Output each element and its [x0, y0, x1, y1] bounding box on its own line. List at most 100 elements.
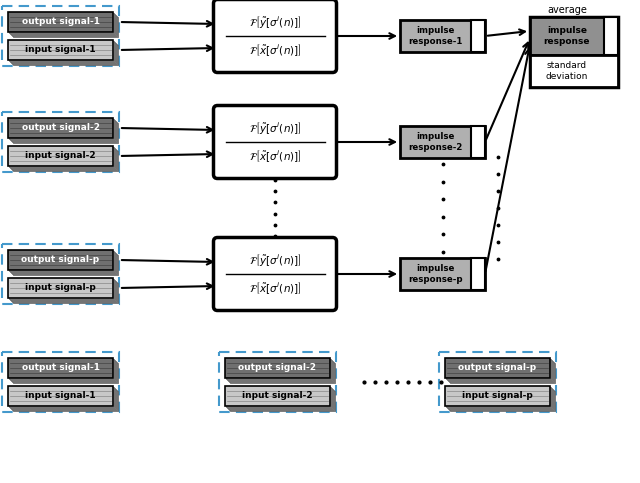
- Bar: [9, 251, 114, 271]
- Bar: [530, 55, 618, 87]
- Bar: [9, 13, 114, 33]
- Bar: [2, 352, 119, 412]
- Bar: [12, 390, 117, 410]
- Bar: [228, 361, 333, 381]
- Bar: [229, 362, 334, 382]
- Bar: [227, 388, 332, 408]
- Bar: [2, 112, 119, 172]
- Bar: [13, 151, 118, 171]
- Bar: [11, 121, 116, 141]
- Bar: [8, 12, 113, 32]
- Bar: [471, 20, 485, 52]
- Bar: [11, 389, 116, 409]
- Bar: [449, 390, 554, 410]
- Bar: [229, 390, 334, 410]
- Text: input signal-1: input signal-1: [25, 45, 96, 55]
- Bar: [10, 14, 115, 34]
- Bar: [11, 149, 116, 169]
- Bar: [230, 391, 335, 411]
- Text: $\mathcal{F}\left[\tilde{x}[\sigma^i(n)]\right]$: $\mathcal{F}\left[\tilde{x}[\sigma^i(n)]…: [249, 280, 301, 296]
- Bar: [12, 362, 117, 382]
- Bar: [8, 40, 113, 60]
- Bar: [225, 358, 330, 378]
- Bar: [471, 126, 485, 158]
- Text: input signal-p: input signal-p: [25, 284, 96, 293]
- Bar: [447, 388, 552, 408]
- Text: impulse
response-2: impulse response-2: [408, 132, 463, 152]
- Bar: [13, 45, 118, 65]
- Text: input signal-2: input signal-2: [242, 392, 313, 400]
- Bar: [9, 387, 114, 407]
- Bar: [448, 361, 553, 381]
- Bar: [530, 17, 618, 55]
- Bar: [439, 352, 556, 412]
- Bar: [400, 258, 485, 290]
- Bar: [13, 363, 118, 383]
- Bar: [230, 363, 335, 383]
- Bar: [8, 386, 113, 406]
- Bar: [449, 362, 554, 382]
- Bar: [9, 119, 114, 139]
- Text: input signal-2: input signal-2: [25, 152, 96, 160]
- Bar: [9, 41, 114, 61]
- Bar: [2, 244, 119, 304]
- Bar: [447, 360, 552, 380]
- Text: $\mathcal{F}\left[\tilde{x}[\sigma^i(n)]\right]$: $\mathcal{F}\left[\tilde{x}[\sigma^i(n)]…: [249, 148, 301, 164]
- Bar: [11, 15, 116, 35]
- Bar: [400, 20, 485, 52]
- Bar: [227, 360, 332, 380]
- Text: $\mathcal{F}\left[\tilde{y}[\sigma^i(n)]\right]$: $\mathcal{F}\left[\tilde{y}[\sigma^i(n)]…: [249, 120, 301, 136]
- Bar: [13, 123, 118, 143]
- Bar: [12, 16, 117, 36]
- Bar: [445, 358, 550, 378]
- Bar: [219, 352, 336, 412]
- Bar: [450, 391, 555, 411]
- Text: $\mathcal{F}\left[\tilde{y}[\sigma^i(n)]\right]$: $\mathcal{F}\left[\tilde{y}[\sigma^i(n)]…: [249, 14, 301, 30]
- Bar: [13, 17, 118, 37]
- Bar: [12, 44, 117, 64]
- FancyBboxPatch shape: [214, 0, 337, 72]
- Bar: [445, 386, 550, 406]
- Bar: [400, 126, 485, 158]
- Bar: [446, 359, 551, 379]
- FancyBboxPatch shape: [214, 238, 337, 311]
- Bar: [448, 389, 553, 409]
- Bar: [13, 283, 118, 303]
- Bar: [11, 281, 116, 301]
- Bar: [12, 150, 117, 170]
- Bar: [9, 147, 114, 167]
- Bar: [10, 42, 115, 62]
- Bar: [11, 253, 116, 273]
- Text: $\mathcal{F}\left[\tilde{x}[\sigma^i(n)]\right]$: $\mathcal{F}\left[\tilde{x}[\sigma^i(n)]…: [249, 42, 301, 58]
- Bar: [8, 358, 113, 378]
- Bar: [13, 391, 118, 411]
- Bar: [225, 386, 330, 406]
- Text: $\mathcal{F}\left[\tilde{y}[\sigma^i(n)]\right]$: $\mathcal{F}\left[\tilde{y}[\sigma^i(n)]…: [249, 252, 301, 268]
- Bar: [8, 146, 113, 166]
- Text: input signal-1: input signal-1: [25, 392, 96, 400]
- Bar: [10, 388, 115, 408]
- Text: output signal-1: output signal-1: [22, 17, 99, 27]
- Text: output signal-2: output signal-2: [239, 364, 317, 372]
- Bar: [8, 118, 113, 138]
- Bar: [11, 43, 116, 63]
- Text: impulse
response: impulse response: [544, 26, 590, 46]
- Bar: [226, 359, 331, 379]
- Bar: [9, 359, 114, 379]
- Text: output signal-p: output signal-p: [21, 256, 100, 265]
- Bar: [471, 258, 485, 290]
- Bar: [8, 250, 113, 270]
- Bar: [12, 122, 117, 142]
- Bar: [450, 363, 555, 383]
- Text: standard
deviation: standard deviation: [546, 61, 588, 81]
- Bar: [11, 361, 116, 381]
- Bar: [10, 120, 115, 140]
- Bar: [13, 255, 118, 275]
- Bar: [10, 148, 115, 168]
- Bar: [2, 6, 119, 66]
- Text: average: average: [547, 5, 587, 15]
- Bar: [8, 278, 113, 298]
- Bar: [10, 360, 115, 380]
- Bar: [228, 389, 333, 409]
- Text: output signal-p: output signal-p: [458, 364, 536, 372]
